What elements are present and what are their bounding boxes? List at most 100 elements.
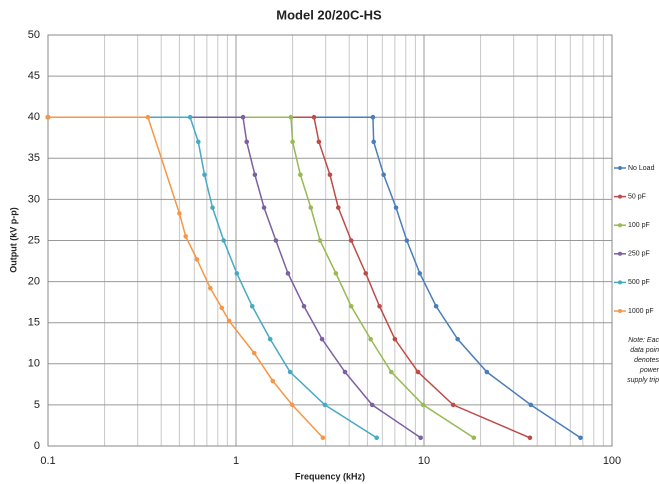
series-line xyxy=(48,116,378,439)
y-tick-label: 10 xyxy=(28,358,40,370)
data-point xyxy=(270,378,276,384)
y-tick-label: 40 xyxy=(28,111,40,123)
data-point xyxy=(202,172,207,178)
data-point xyxy=(289,402,295,408)
data-point xyxy=(273,238,279,243)
y-tick-label: 30 xyxy=(28,193,40,205)
data-point xyxy=(244,139,249,145)
data-point xyxy=(327,172,333,178)
data-point xyxy=(381,172,386,178)
data-point xyxy=(455,336,460,342)
legend-label: 500 pF xyxy=(628,279,650,286)
y-axis-label: Output (kV p-p) xyxy=(8,207,18,272)
data-point xyxy=(348,238,354,243)
plot-frame xyxy=(47,34,613,447)
data-point xyxy=(393,205,399,210)
y-tick-label: 50 xyxy=(28,29,40,41)
data-point xyxy=(484,369,490,375)
legend-marker xyxy=(618,223,622,228)
data-point xyxy=(285,271,291,276)
data-point xyxy=(471,435,477,441)
chart-title: Model 20/20C-HS xyxy=(276,7,382,22)
data-point xyxy=(249,303,255,309)
annotation: denotes xyxy=(634,357,659,364)
data-point xyxy=(316,139,322,145)
data-point xyxy=(317,238,323,243)
data-point xyxy=(311,114,317,120)
y-tick-label: 45 xyxy=(28,70,40,82)
data-point xyxy=(371,139,376,145)
data-point xyxy=(404,238,410,243)
legend-marker xyxy=(618,166,622,170)
series-line xyxy=(48,116,531,439)
data-point xyxy=(374,435,379,441)
data-point xyxy=(308,205,314,210)
data-point xyxy=(208,285,213,291)
x-tick-label: 100 xyxy=(603,455,621,467)
x-tick-label: 0.1 xyxy=(40,455,55,467)
data-point xyxy=(219,305,225,311)
data-point xyxy=(287,369,293,375)
data-point xyxy=(177,211,182,216)
data-point xyxy=(433,303,439,309)
data-point xyxy=(377,303,382,309)
data-point xyxy=(210,205,215,210)
data-point xyxy=(221,238,226,243)
data-point xyxy=(251,350,257,356)
x-axis-label: Frequency (kHz) xyxy=(295,471,365,481)
legend-label: 50 pF xyxy=(628,193,646,200)
annotation: supply trip xyxy=(627,377,659,384)
legend-marker xyxy=(618,251,622,256)
annotation: data poin xyxy=(630,347,659,354)
y-tick-label: 0 xyxy=(34,440,40,452)
data-point xyxy=(301,303,307,309)
legend-label: 1000 pF xyxy=(628,308,654,315)
data-point xyxy=(348,303,354,309)
data-point xyxy=(335,205,341,210)
x-tick-label: 10 xyxy=(418,455,430,467)
legend-marker xyxy=(618,194,622,199)
data-point xyxy=(195,139,201,145)
data-point xyxy=(389,369,394,375)
data-point xyxy=(418,435,423,441)
data-point xyxy=(319,336,325,342)
y-tick-label: 5 xyxy=(34,399,40,411)
data-point xyxy=(298,172,303,178)
series-line xyxy=(48,116,324,439)
data-point xyxy=(320,435,326,441)
data-point xyxy=(240,114,246,120)
data-point xyxy=(392,336,398,342)
data-point xyxy=(342,369,348,375)
data-point xyxy=(290,139,295,145)
y-tick-label: 20 xyxy=(28,276,40,288)
data-point xyxy=(252,172,258,178)
annotation: power xyxy=(639,367,659,374)
x-tick-label: 1 xyxy=(233,455,239,467)
data-point xyxy=(234,271,240,276)
data-point xyxy=(145,114,151,120)
data-point xyxy=(417,271,423,276)
data-point xyxy=(183,234,188,239)
data-point xyxy=(369,402,375,408)
data-point xyxy=(528,402,534,408)
data-point xyxy=(370,114,376,120)
data-point xyxy=(261,205,267,210)
legend-label: No Load xyxy=(628,165,655,172)
y-tick-label: 25 xyxy=(28,234,40,246)
data-point xyxy=(45,114,51,120)
data-point xyxy=(322,402,328,408)
legend-marker xyxy=(618,309,622,313)
data-point xyxy=(578,435,583,441)
data-point xyxy=(368,336,373,342)
annotation: Note: Eac xyxy=(628,337,659,344)
data-point xyxy=(450,402,456,408)
series-line xyxy=(48,116,422,439)
data-point xyxy=(527,435,533,441)
legend-marker xyxy=(618,280,622,285)
data-point xyxy=(420,402,426,408)
y-tick-label: 15 xyxy=(28,317,40,329)
data-point xyxy=(187,114,193,120)
data-point xyxy=(288,114,294,120)
data-point xyxy=(363,271,369,276)
